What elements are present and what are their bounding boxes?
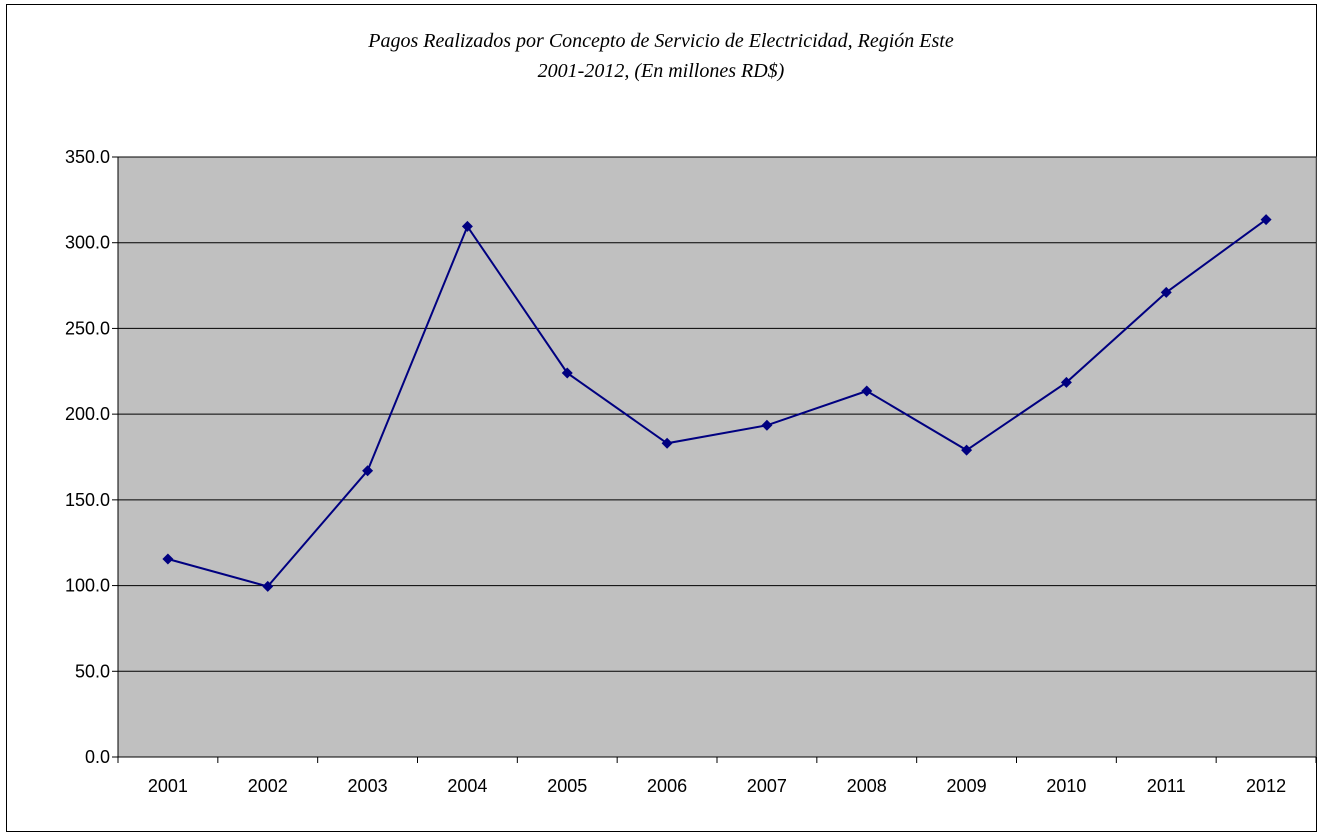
y-tick-label: 0.0 xyxy=(85,747,110,767)
y-tick-label: 150.0 xyxy=(65,490,110,510)
x-tick-label: 2001 xyxy=(148,776,188,796)
data-point-marker xyxy=(362,465,374,477)
data-point-marker xyxy=(262,580,274,592)
x-tick-label: 2009 xyxy=(947,776,987,796)
x-tick-label: 2008 xyxy=(847,776,887,796)
x-tick-label: 2002 xyxy=(248,776,288,796)
data-point-marker xyxy=(461,220,473,232)
plot-area xyxy=(117,156,1317,758)
x-tick-label: 2006 xyxy=(647,776,687,796)
x-tick-label: 2012 xyxy=(1246,776,1286,796)
data-point-marker xyxy=(1060,376,1072,388)
x-tick-label: 2010 xyxy=(1046,776,1086,796)
y-tick-label: 300.0 xyxy=(65,233,110,253)
y-tick-label: 50.0 xyxy=(75,661,110,681)
y-tick-label: 200.0 xyxy=(65,404,110,424)
x-tick-label: 2004 xyxy=(447,776,487,796)
chart-title-line-1: Pagos Realizados por Concepto de Servici… xyxy=(368,30,954,52)
y-tick-label: 350.0 xyxy=(65,147,110,167)
chart-title: Pagos Realizados por Concepto de Servici… xyxy=(0,26,1322,86)
data-point-marker xyxy=(861,385,873,397)
x-tick-label: 2003 xyxy=(348,776,388,796)
data-point-marker xyxy=(162,553,174,565)
series-line xyxy=(167,218,1267,588)
x-tick-label: 2011 xyxy=(1147,776,1186,796)
y-tick-label: 100.0 xyxy=(65,576,110,596)
data-point-marker xyxy=(761,419,773,431)
data-point-marker xyxy=(661,437,673,449)
data-point-marker xyxy=(1260,214,1272,226)
data-point-marker xyxy=(561,367,573,379)
y-tick-label: 250.0 xyxy=(65,318,110,338)
data-point-marker xyxy=(961,444,973,456)
x-tick-label: 2005 xyxy=(547,776,587,796)
chart-title-line-2: 2001-2012, (En millones RD$) xyxy=(537,60,785,82)
data-point-marker xyxy=(1160,286,1172,298)
x-tick-label: 2007 xyxy=(747,776,787,796)
